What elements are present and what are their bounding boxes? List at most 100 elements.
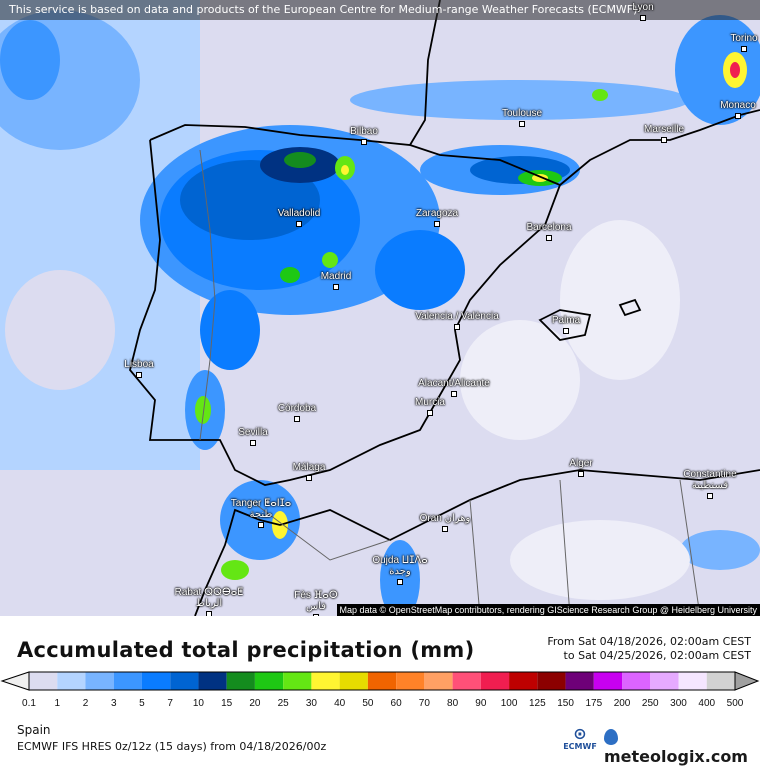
city-name: Murcia (414, 397, 446, 408)
city-label: Barcelona (526, 222, 571, 233)
city-name-alt: وجدة (389, 566, 411, 577)
legend-tick-label: 0.1 (22, 698, 36, 709)
city-name: Toulouse (501, 108, 543, 119)
legend-tick-label: 20 (249, 698, 261, 709)
legend-swatch (650, 672, 679, 690)
city-marker (661, 137, 667, 143)
model-info: ECMWF IFS HRES 0z/12z (15 days) from 04/… (17, 740, 327, 753)
city-marker (427, 410, 433, 416)
city-name: Córdoba (277, 403, 317, 414)
city-label: Fès ⴼⴰⵙ فاس (294, 590, 338, 612)
city-name: Monaco (720, 100, 756, 111)
city-marker (294, 416, 300, 422)
legend-swatch (85, 672, 114, 690)
city-label: Toulouse (502, 108, 542, 119)
legend-tick-label: 250 (641, 698, 659, 709)
city-marker (434, 221, 440, 227)
legend-tick-label: 30 (305, 698, 317, 709)
drop-icon (604, 729, 618, 745)
legend-swatch (367, 672, 397, 690)
city-marker (313, 614, 319, 616)
city-label: Alger (569, 458, 592, 469)
city-label: Zaragoza (416, 208, 458, 219)
legend-tick-label: 40 (334, 698, 346, 709)
city-marker (250, 440, 256, 446)
city-name: Alger (569, 458, 593, 469)
city-label: Córdoba (278, 403, 316, 414)
legend-tick-label: 100 (500, 698, 518, 709)
city-label: Oran وهران (420, 513, 471, 524)
city-label: Rabat ⵕⵕⴱⴰⵟ الرباط (175, 587, 244, 609)
city-name-alt: الرباط (195, 598, 223, 609)
map-attribution[interactable]: Map data © OpenStreetMap contributors, r… (336, 604, 760, 616)
legend-swatch (396, 672, 425, 690)
legend-swatch (254, 672, 284, 690)
city-marker (741, 46, 747, 52)
city-name: Palma (551, 315, 581, 326)
city-label: Lyon (632, 2, 653, 13)
legend-swatch (622, 672, 651, 690)
legend-swatch (678, 672, 707, 690)
color-legend (0, 671, 760, 691)
city-name: Tanger ⵟⴰⵏⵊⴰ (230, 498, 292, 509)
period-from: From Sat 04/18/2026, 02:00am CEST (547, 635, 751, 648)
city-name: Fès ⴼⴰⵙ (294, 590, 338, 601)
precip-field (0, 0, 760, 616)
legend-tick-label: 10 (192, 698, 204, 709)
city-marker (563, 328, 569, 334)
city-marker (707, 493, 713, 499)
legend-tick-label: 70 (418, 698, 430, 709)
legend-tick-label: 5 (139, 698, 145, 709)
legend-swatch (198, 672, 227, 690)
legend-swatch (509, 672, 538, 690)
city-name: Zaragoza (415, 208, 459, 219)
legend-tick-label: 7 (167, 698, 173, 709)
city-name: Oujda ⵡⵊⴷⴰ (372, 555, 428, 566)
legend-tick-label: 15 (221, 698, 233, 709)
city-name: Bilbao (350, 126, 378, 137)
city-marker (546, 235, 552, 241)
legend-tick-label: 80 (447, 698, 459, 709)
city-label: Sevilla (238, 427, 267, 438)
meteologix-logo[interactable]: meteologix.com (604, 728, 760, 766)
legend-tick-label: 50 (362, 698, 374, 709)
city-label: Lisboa (124, 359, 153, 370)
city-label: Bilbao (350, 126, 378, 137)
precipitation-map[interactable]: This service is based on data and produc… (0, 0, 760, 616)
city-marker (454, 324, 460, 330)
legend-swatch (283, 672, 312, 690)
city-name-alt: فاس (305, 601, 327, 612)
legend-swatch (170, 672, 199, 690)
ecmwf-logo[interactable]: ⊙ ECMWF (563, 724, 597, 752)
city-label: Tanger ⵟⴰⵏⵊⴰ طنجة (231, 498, 291, 520)
legend-tick-label: 125 (528, 698, 546, 709)
legend-tick-label: 1 (54, 698, 61, 709)
city-label: Madrid (321, 271, 352, 282)
legend-tick-label: 400 (698, 698, 716, 709)
city-label: Palma (552, 315, 580, 326)
legend-tick-label: 2 (82, 698, 89, 709)
city-name: Torino (730, 33, 758, 44)
legend-tick-label: 150 (557, 698, 574, 709)
city-name: Oran وهران (419, 513, 471, 524)
legend-tick-label: 25 (277, 698, 289, 709)
city-name: Constantine (683, 469, 737, 480)
legend-swatch (29, 672, 58, 690)
borders (199, 149, 701, 616)
city-marker (397, 579, 403, 585)
city-name: Rabat ⵕⵕⴱⴰⵟ (174, 587, 244, 598)
legend-tick-label: 90 (475, 698, 487, 709)
city-label: Valencia / València (415, 311, 499, 322)
city-label: Monaco (720, 100, 756, 111)
legend-swatch (452, 672, 481, 690)
legend-swatch (57, 672, 86, 690)
legend-tick-label: 60 (390, 698, 402, 709)
legend-over-arrow (734, 671, 760, 691)
legend-tick-label: 3 (110, 698, 117, 709)
city-label: Málaga (293, 462, 326, 473)
city-name: Málaga (292, 462, 326, 473)
city-name-alt: طنجة (249, 509, 273, 520)
legend-frame (28, 671, 736, 691)
legend-swatch (311, 672, 340, 690)
legend-swatch (480, 672, 510, 690)
